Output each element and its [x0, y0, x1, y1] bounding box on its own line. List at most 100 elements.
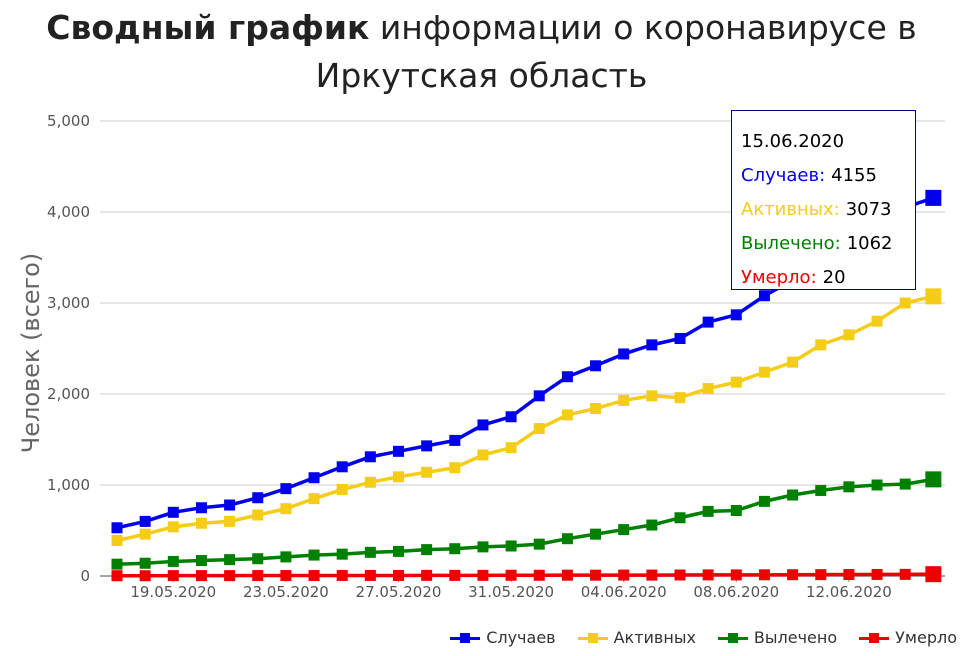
series-deaths-point[interactable] [815, 569, 827, 581]
series-cases-point[interactable] [618, 348, 630, 360]
series-cases-point[interactable] [505, 411, 517, 423]
series-cases-point[interactable] [646, 339, 658, 351]
series-recovered-point[interactable] [925, 471, 942, 488]
series-deaths-point[interactable] [758, 569, 770, 581]
series-recovered-point[interactable] [730, 504, 742, 516]
series-cases-point[interactable] [336, 461, 348, 473]
series-recovered-point[interactable] [195, 555, 207, 567]
series-active-point[interactable] [252, 509, 264, 521]
series-deaths-point[interactable] [308, 570, 320, 582]
series-recovered-point[interactable] [308, 549, 320, 561]
series-cases-point[interactable] [702, 316, 714, 328]
series-recovered-line[interactable] [116, 477, 934, 566]
series-deaths-point[interactable] [561, 569, 573, 581]
series-active-point[interactable] [308, 493, 320, 505]
series-cases-point[interactable] [224, 499, 236, 511]
series-deaths-point[interactable] [336, 569, 348, 581]
series-recovered-point[interactable] [449, 543, 461, 555]
series-cases-point[interactable] [477, 419, 489, 431]
series-cases-point[interactable] [758, 290, 770, 302]
series-active-point[interactable] [280, 503, 292, 515]
chart-legend[interactable]: Случаев Активных Вылечено Умерло [450, 628, 957, 647]
series-deaths-point[interactable] [252, 570, 264, 582]
series-active-point[interactable] [224, 515, 236, 527]
series-active-point[interactable] [618, 394, 630, 406]
series-recovered-point[interactable] [533, 538, 545, 550]
series-active-point[interactable] [646, 390, 658, 402]
series-active-point[interactable] [505, 442, 517, 454]
series-active-point[interactable] [590, 403, 602, 415]
series-recovered-point[interactable] [280, 551, 292, 563]
series-active-point[interactable] [730, 376, 742, 388]
series-active-point[interactable] [364, 476, 376, 488]
series-recovered-point[interactable] [871, 479, 883, 491]
series-cases-point[interactable] [167, 506, 179, 518]
legend-item-active[interactable]: Активных [577, 628, 696, 647]
series-deaths-point[interactable] [139, 570, 151, 582]
series-recovered-point[interactable] [364, 546, 376, 558]
series-recovered-point[interactable] [646, 519, 658, 531]
series-recovered-point[interactable] [111, 558, 123, 570]
series-active-point[interactable] [167, 521, 179, 533]
series-deaths-point[interactable] [533, 569, 545, 581]
series-recovered-point[interactable] [758, 495, 770, 507]
series-active-point[interactable] [925, 288, 942, 305]
series-cases-point[interactable] [252, 492, 264, 504]
series-deaths[interactable] [111, 566, 942, 583]
series-cases-point[interactable] [308, 472, 320, 484]
series-recovered-point[interactable] [674, 512, 686, 524]
series-active-point[interactable] [421, 466, 433, 478]
legend-item-recovered[interactable]: Вылечено [717, 628, 837, 647]
series-recovered-point[interactable] [505, 540, 517, 552]
series-recovered-point[interactable] [843, 481, 855, 493]
series-cases-point[interactable] [195, 502, 207, 514]
series-active[interactable] [111, 288, 942, 547]
series-deaths-point[interactable] [167, 570, 179, 582]
series-active-point[interactable] [477, 449, 489, 461]
series-cases-point[interactable] [364, 451, 376, 463]
series-deaths-point[interactable] [421, 569, 433, 581]
series-recovered-point[interactable] [167, 555, 179, 567]
series-deaths-point[interactable] [364, 569, 376, 581]
series-deaths-point[interactable] [843, 569, 855, 581]
series-cases-point[interactable] [590, 360, 602, 372]
series-active-point[interactable] [843, 329, 855, 341]
series-cases-point[interactable] [925, 189, 942, 206]
series-cases-point[interactable] [674, 332, 686, 344]
series-cases-point[interactable] [139, 515, 151, 527]
series-deaths-point[interactable] [393, 569, 404, 581]
series-recovered-point[interactable] [561, 533, 573, 545]
series-deaths-point[interactable] [787, 569, 799, 581]
series-recovered-point[interactable] [899, 478, 911, 490]
legend-item-cases[interactable]: Случаев [450, 628, 556, 647]
series-deaths-point[interactable] [899, 568, 911, 580]
series-recovered-point[interactable] [477, 541, 489, 553]
series-active-point[interactable] [561, 409, 573, 421]
series-deaths-point[interactable] [618, 569, 630, 581]
series-active-point[interactable] [195, 517, 207, 529]
series-deaths-point[interactable] [111, 570, 123, 582]
series-cases-point[interactable] [449, 434, 461, 446]
series-cases-point[interactable] [561, 371, 573, 383]
series-cases-point[interactable] [393, 445, 404, 457]
series-recovered-point[interactable] [590, 528, 602, 540]
series-cases-point[interactable] [111, 522, 123, 534]
series-recovered-point[interactable] [815, 484, 827, 496]
series-deaths-point[interactable] [674, 569, 686, 581]
series-recovered-point[interactable] [421, 544, 433, 556]
series-active-point[interactable] [336, 484, 348, 496]
series-active-point[interactable] [702, 383, 714, 395]
series-recovered-point[interactable] [702, 505, 714, 517]
series-deaths-point[interactable] [449, 569, 461, 581]
series-active-point[interactable] [899, 297, 911, 309]
series-deaths-point[interactable] [477, 569, 489, 581]
series-active-point[interactable] [815, 339, 827, 351]
series-recovered[interactable] [111, 471, 942, 570]
series-recovered-point[interactable] [224, 554, 236, 566]
series-cases-point[interactable] [280, 483, 292, 495]
series-deaths-point[interactable] [505, 569, 517, 581]
series-deaths-point[interactable] [730, 569, 742, 581]
series-cases-point[interactable] [421, 440, 433, 452]
series-deaths-line[interactable] [117, 572, 934, 578]
